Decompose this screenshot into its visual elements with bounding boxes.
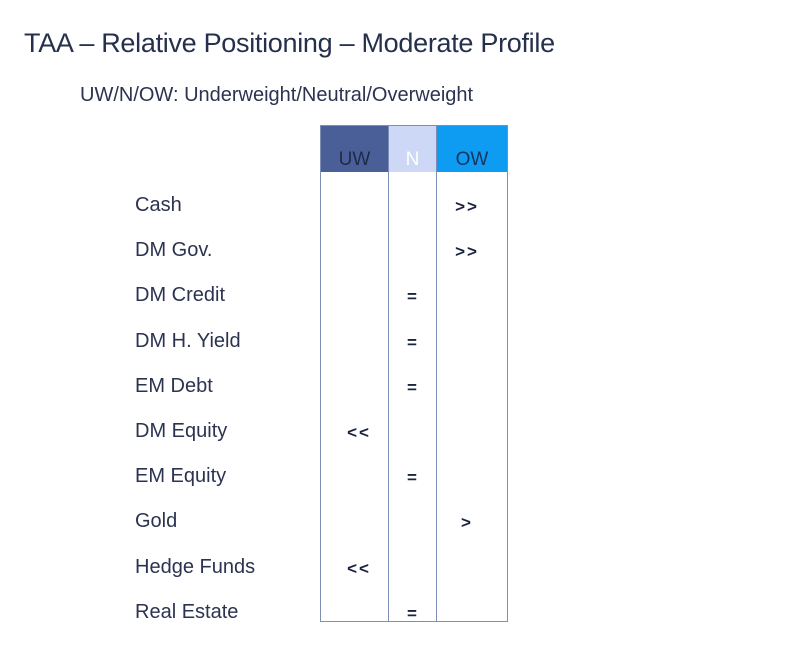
- asset-label: EM Equity: [135, 465, 227, 488]
- position-mark: =: [407, 468, 419, 488]
- asset-label: EM Debt: [135, 374, 213, 397]
- positioning-grid: UW N OW: [320, 125, 508, 622]
- position-mark: <<: [347, 423, 371, 442]
- asset-row-em-debt: EM Debt =: [0, 371, 520, 401]
- asset-row-dm-credit: DM Credit =: [0, 280, 520, 310]
- column-overweight: OW: [436, 125, 508, 622]
- asset-label: DM H. Yield: [135, 329, 241, 352]
- asset-row-em-equity: EM Equity =: [0, 461, 520, 491]
- column-header-n: N: [389, 126, 436, 172]
- position-mark: =: [407, 287, 419, 307]
- asset-label: DM Equity: [135, 420, 228, 442]
- asset-row-dm-gov: DM Gov. >>: [0, 235, 520, 265]
- asset-row-gold: Gold >: [0, 506, 520, 536]
- asset-label: Real Estate: [135, 600, 239, 623]
- position-mark: >>: [455, 197, 479, 216]
- legend-subtitle: UW/N/OW: Underweight/Neutral/Overweight: [80, 84, 474, 106]
- asset-label: DM Credit: [135, 284, 226, 307]
- asset-label: DM Gov.: [135, 239, 213, 262]
- asset-row-dm-equity: DM Equity <<: [0, 416, 520, 446]
- position-mark: =: [407, 603, 419, 623]
- asset-label: Hedge Funds: [135, 555, 256, 578]
- asset-label: Cash: [135, 194, 182, 216]
- position-mark: =: [407, 377, 419, 397]
- position-mark: >: [461, 513, 473, 533]
- column-header-uw: UW: [321, 126, 388, 172]
- position-mark: >>: [455, 242, 479, 262]
- asset-row-hedge-funds: Hedge Funds <<: [0, 552, 520, 582]
- asset-row-cash: Cash >>: [0, 190, 520, 220]
- column-header-ow: OW: [437, 126, 507, 172]
- position-mark: <<: [347, 558, 371, 578]
- position-mark: =: [407, 332, 419, 352]
- asset-row-real-estate: Real Estate =: [0, 597, 520, 627]
- asset-label: Gold: [135, 510, 178, 533]
- asset-row-dm-high-yield: DM H. Yield =: [0, 326, 520, 356]
- page-title: TAA – Relative Positioning – Moderate Pr…: [24, 28, 555, 58]
